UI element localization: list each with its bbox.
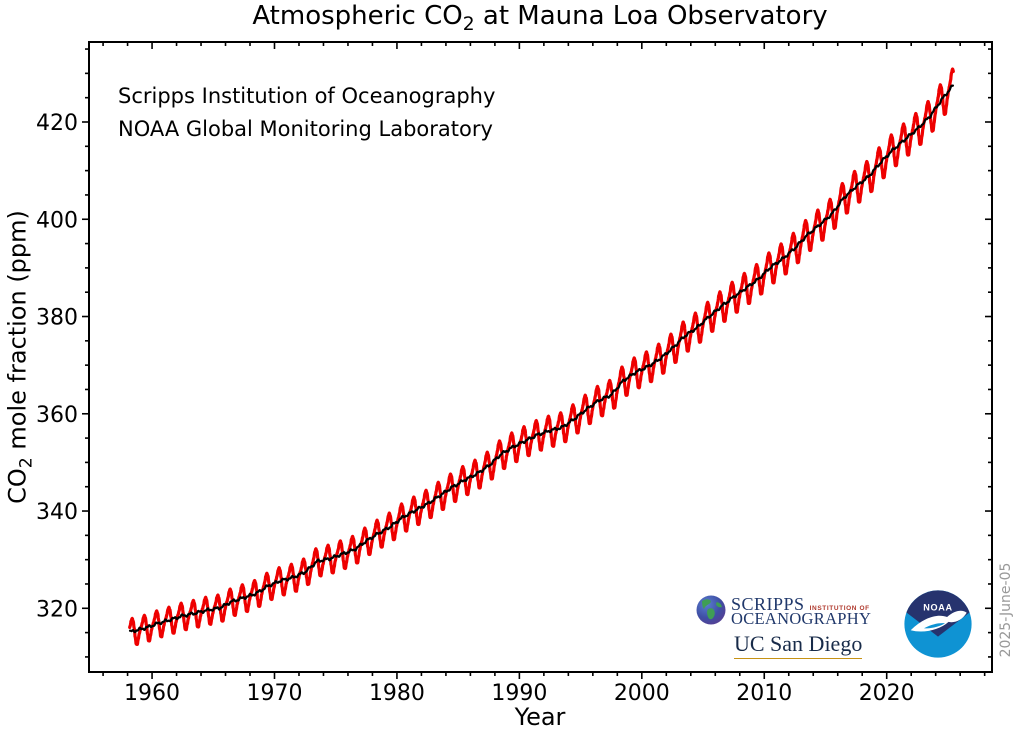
y-tick-label: 400: [36, 208, 78, 233]
chart-title-pre: Atmospheric CO: [252, 1, 463, 31]
y-tick-label: 320: [36, 597, 78, 622]
noaa-label: NOAA: [923, 603, 953, 613]
y-tick-label: 340: [36, 500, 78, 525]
trend-co2-line: [128, 84, 955, 634]
x-tick-label: 1960: [124, 681, 180, 706]
chart-title-post: at Mauna Loa Observatory: [474, 1, 828, 31]
annotation-line-1: Scripps Institution of Oceanography: [118, 84, 496, 108]
x-tick-label: 1990: [491, 681, 547, 706]
ucsd-wordmark: UC San Diego: [734, 631, 863, 659]
x-axis-label: Year: [514, 703, 566, 731]
noaa-seal-icon: NOAA: [904, 590, 972, 658]
x-tick-label: 2020: [859, 681, 915, 706]
annotation-line-2: NOAA Global Monitoring Laboratory: [118, 117, 493, 141]
scripps-name-row: SCRIPPS INSTITUTION OF: [731, 594, 870, 615]
chart-title: Atmospheric CO2 at Mauna Loa Observatory: [252, 1, 827, 35]
date-stamp: 2025-June-05: [998, 562, 1014, 658]
y-tick-label: 420: [36, 111, 78, 136]
y-tick-label: 360: [36, 403, 78, 428]
chart-title-sub: 2: [462, 14, 475, 36]
noaa-logo: NOAA: [903, 589, 973, 659]
x-tick-label: 1980: [369, 681, 425, 706]
seasonal-co2-line: [128, 67, 955, 647]
y-tick-label: 380: [36, 306, 78, 331]
scripps-name2-text: OCEANOGRAPHY: [731, 609, 872, 628]
globe-icon: [696, 595, 726, 625]
scripps-tagline-text: INSTITUTION OF: [809, 605, 870, 612]
scripps-name-text: SCRIPPS: [731, 594, 805, 614]
x-tick-label: 1970: [246, 681, 302, 706]
x-tick-label: 2000: [614, 681, 670, 706]
x-tick-label: 2010: [736, 681, 792, 706]
source-annotation: Scripps Institution of Oceanography NOAA…: [118, 80, 495, 146]
axes-box: [88, 41, 993, 673]
scripps-logo: SCRIPPS INSTITUTION OF OCEANOGRAPHY UC S…: [696, 593, 876, 665]
